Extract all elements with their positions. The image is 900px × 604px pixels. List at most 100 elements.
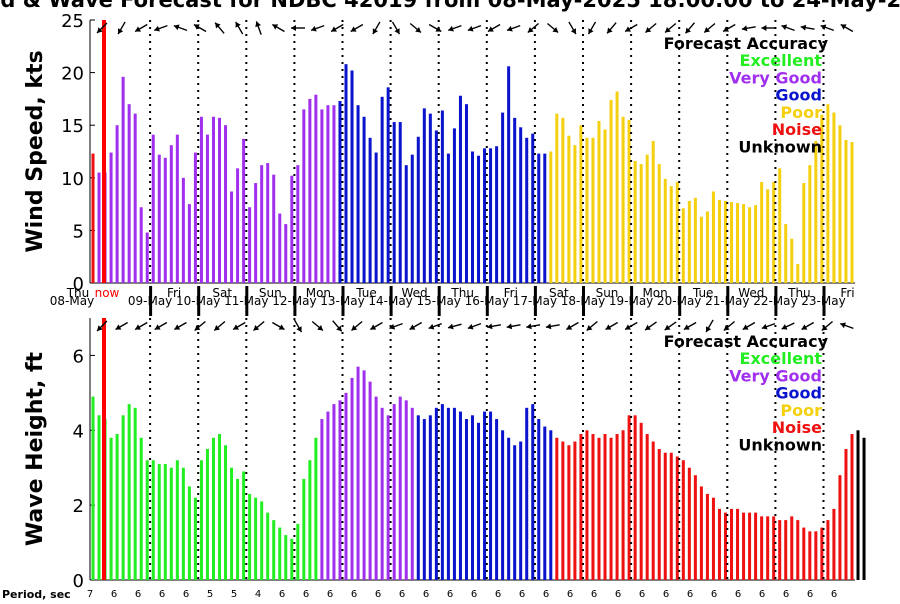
data-bar bbox=[778, 520, 782, 580]
direction-arrow-icon bbox=[821, 320, 834, 332]
period-value: 6 bbox=[663, 589, 669, 600]
data-bar bbox=[344, 392, 348, 580]
y-axis-title: Wave Height, ft bbox=[23, 351, 48, 546]
arrow-head bbox=[840, 322, 846, 329]
arrow-head bbox=[255, 21, 261, 28]
arrow-head bbox=[370, 324, 377, 330]
period-value: 7 bbox=[87, 589, 93, 600]
data-bar bbox=[513, 445, 517, 580]
data-bar bbox=[398, 122, 402, 283]
arrow-head bbox=[761, 25, 767, 31]
y-tick-label: 0 bbox=[73, 571, 84, 592]
data-bar bbox=[242, 471, 246, 580]
data-bar bbox=[374, 152, 378, 283]
arrow-head bbox=[435, 26, 442, 32]
data-bar bbox=[663, 452, 667, 580]
day-label: Sun bbox=[596, 286, 619, 300]
data-bar bbox=[723, 512, 727, 580]
now-line bbox=[102, 318, 106, 580]
arrow-head bbox=[415, 26, 421, 33]
data-bar bbox=[784, 520, 788, 580]
direction-arrow-icon bbox=[741, 25, 756, 32]
arrow-head bbox=[235, 21, 241, 28]
direction-arrow-icon bbox=[428, 322, 443, 330]
arrow-head bbox=[291, 25, 296, 31]
arrow-head bbox=[664, 324, 671, 331]
data-bar bbox=[434, 407, 438, 580]
direction-arrow-icon bbox=[271, 321, 285, 331]
data-bar bbox=[790, 516, 794, 580]
y-axis-title: Wind Speed, kts bbox=[23, 50, 48, 252]
day-boundary-tick bbox=[149, 286, 153, 316]
data-bar bbox=[338, 400, 342, 580]
direction-arrow-icon bbox=[624, 321, 638, 331]
direction-arrow-icon bbox=[291, 25, 305, 31]
data-bar bbox=[266, 512, 270, 580]
direction-arrow-icon bbox=[213, 320, 226, 332]
data-bar bbox=[314, 437, 318, 580]
data-bar bbox=[838, 125, 842, 283]
day-label: Wed bbox=[738, 286, 764, 300]
arrow-head bbox=[527, 26, 534, 33]
period-value: 5 bbox=[231, 589, 237, 600]
direction-arrow-icon bbox=[683, 321, 697, 331]
period-value: 6 bbox=[183, 589, 189, 600]
data-bar bbox=[802, 527, 806, 580]
data-bar bbox=[645, 434, 649, 580]
data-bar bbox=[224, 125, 228, 283]
arrow-head bbox=[487, 323, 493, 330]
data-bar bbox=[832, 112, 836, 283]
data-bar bbox=[410, 154, 414, 283]
period-axis-label: Period, sec bbox=[2, 588, 71, 600]
y-tick-label: 25 bbox=[61, 11, 84, 32]
data-bar bbox=[531, 404, 535, 580]
data-bar bbox=[163, 157, 167, 283]
data-bar bbox=[127, 404, 131, 580]
arrow-head bbox=[566, 324, 573, 330]
arrow-head bbox=[278, 324, 285, 330]
data-bar bbox=[555, 113, 559, 283]
period-value: 6 bbox=[591, 589, 597, 600]
day-boundary-tick bbox=[341, 286, 345, 316]
data-bar bbox=[332, 404, 336, 580]
direction-arrow-icon bbox=[428, 23, 442, 33]
data-bar bbox=[266, 163, 270, 283]
direction-arrow-icon bbox=[350, 320, 363, 332]
data-bar bbox=[145, 232, 149, 283]
data-bar bbox=[211, 116, 215, 283]
data-bar bbox=[705, 493, 709, 580]
arrow-head bbox=[607, 27, 613, 34]
period-value: 6 bbox=[423, 589, 429, 600]
data-bar bbox=[585, 430, 589, 580]
data-bar bbox=[705, 211, 709, 283]
arrow-head bbox=[428, 323, 435, 330]
data-bar bbox=[778, 168, 782, 283]
data-bar bbox=[603, 129, 607, 283]
data-bar bbox=[717, 199, 721, 283]
direction-arrow-icon bbox=[293, 319, 303, 333]
direction-arrow-icon bbox=[311, 320, 324, 332]
data-bar bbox=[115, 434, 119, 580]
day-label: Thu bbox=[787, 286, 811, 300]
data-bar bbox=[284, 535, 288, 580]
direction-arrow-icon bbox=[545, 323, 560, 330]
period-value: 6 bbox=[735, 589, 741, 600]
direction-arrow-icon bbox=[173, 24, 188, 32]
direction-arrow-icon bbox=[154, 321, 168, 331]
data-bar bbox=[151, 134, 155, 283]
direction-arrow-icon bbox=[96, 320, 108, 332]
data-bar bbox=[187, 204, 191, 283]
data-bar bbox=[91, 153, 95, 283]
arrow-head bbox=[331, 26, 337, 32]
data-bar bbox=[591, 137, 595, 283]
direction-arrow-icon bbox=[255, 21, 262, 35]
data-bar bbox=[543, 426, 547, 580]
data-bar bbox=[699, 216, 703, 283]
data-bar bbox=[669, 452, 673, 580]
data-bar bbox=[826, 104, 830, 283]
data-bar bbox=[579, 125, 583, 283]
data-bar bbox=[392, 122, 396, 283]
data-bar bbox=[308, 98, 312, 284]
data-bar bbox=[561, 441, 565, 580]
direction-arrow-icon bbox=[565, 321, 579, 331]
